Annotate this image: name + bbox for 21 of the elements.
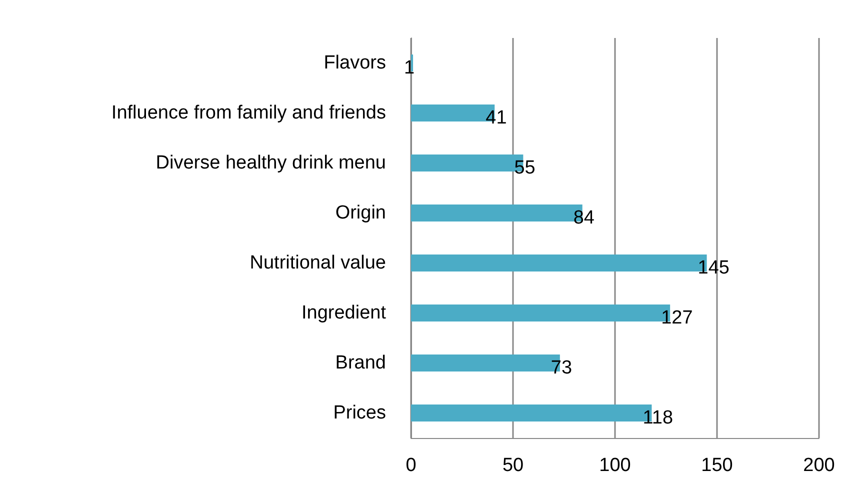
- y-tick-label: Nutritional value: [250, 252, 386, 274]
- x-tick-label: 0: [406, 455, 416, 476]
- data-label: 41: [486, 108, 507, 128]
- data-label: 1: [404, 58, 415, 78]
- data-label: 145: [698, 258, 730, 278]
- y-tick-label: Ingredient: [301, 302, 387, 324]
- data-label: 73: [550, 358, 572, 378]
- y-tick-label: Diverse healthy drink menu: [156, 152, 386, 174]
- data-label: 84: [573, 208, 595, 228]
- x-tick-label: 100: [599, 455, 631, 476]
- x-tick-label: 200: [803, 455, 835, 476]
- y-tick-label: Origin: [335, 202, 386, 224]
- y-tick-label: Prices: [333, 402, 386, 424]
- x-tick-label: 150: [701, 455, 733, 476]
- y-tick-label: Influence from family and friends: [111, 102, 386, 124]
- y-tick-label: Flavors: [324, 52, 386, 74]
- data-label: 55: [514, 158, 536, 178]
- y-tick-label: Brand: [335, 352, 386, 374]
- data-label: 127: [661, 308, 693, 328]
- data-label: 118: [642, 408, 674, 428]
- x-tick-label: 50: [502, 455, 524, 476]
